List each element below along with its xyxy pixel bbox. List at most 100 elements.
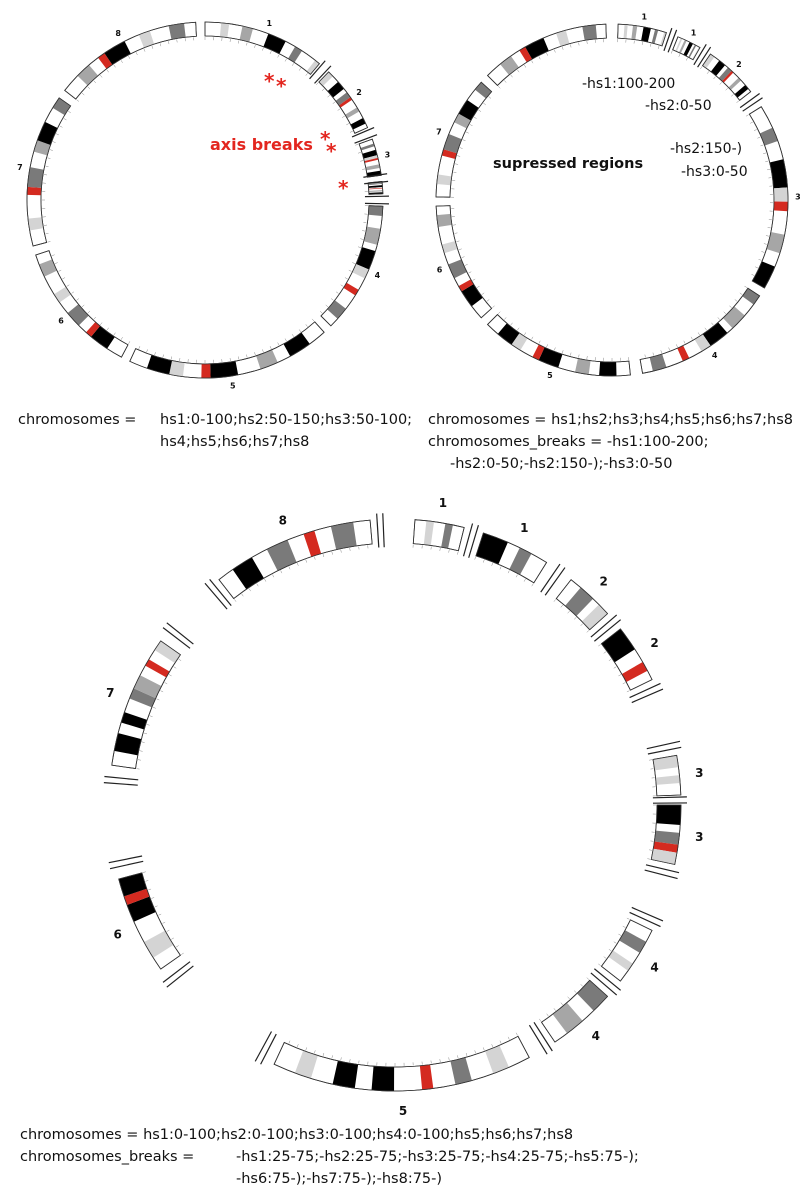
- cytoband: [210, 361, 239, 378]
- scale-tick: [515, 1032, 518, 1036]
- axis-break-mark: [631, 906, 664, 922]
- axis-break-mark: [652, 796, 687, 799]
- cytoband: [694, 334, 711, 352]
- suppressed-region-label: -hs3:0-50: [681, 164, 748, 180]
- scale-tick: [100, 322, 103, 326]
- axis-break-mark: [468, 524, 479, 558]
- cytoband: [363, 226, 381, 245]
- cytoband: [450, 1057, 472, 1085]
- ideogram-segment: 6: [113, 871, 184, 970]
- chromosome-label: 4: [712, 351, 718, 360]
- scale-tick: [146, 349, 148, 353]
- scale-tick: [76, 99, 80, 102]
- chromosome-label: 1: [691, 29, 697, 38]
- cytoband: [509, 547, 532, 575]
- ideogram-border: [111, 640, 181, 769]
- cytoband: [443, 133, 462, 154]
- panel-b-caption-line: chromosomes = hs1;hs2;hs3;hs4;hs5;hs6;hs…: [428, 412, 794, 428]
- scale-tick: [178, 658, 182, 661]
- scale-tick: [256, 583, 259, 587]
- ideogram-segment: 4: [539, 977, 609, 1043]
- scale-tick: [763, 152, 767, 155]
- scale-tick: [758, 258, 762, 261]
- scale-tick: [100, 74, 103, 78]
- panel-b-caption-line: -hs2:0-50;-hs2:150-);-hs3:0-50: [450, 456, 673, 472]
- ideogram-segment: [486, 23, 607, 89]
- axis-break-mark: [739, 93, 760, 109]
- cytoband: [474, 82, 492, 99]
- scale-tick: [284, 338, 287, 342]
- scale-tick: [473, 116, 477, 119]
- cytoband: [294, 1050, 318, 1079]
- scale-tick: [238, 40, 240, 44]
- scale-tick: [344, 277, 348, 280]
- scale-tick: [81, 92, 85, 96]
- break-asterisk: *: [320, 127, 331, 151]
- scale-tick: [683, 340, 686, 344]
- scale-tick: [176, 39, 178, 43]
- scale-tick: [767, 169, 771, 171]
- scale-tick: [546, 344, 548, 348]
- break-asterisk: *: [276, 74, 287, 98]
- scale-tick: [156, 698, 160, 701]
- scale-tick: [330, 298, 334, 301]
- axis-break-mark: [162, 961, 191, 983]
- scale-tick: [152, 706, 156, 709]
- ideogram-segment: 6: [435, 205, 495, 319]
- cytoband: [288, 46, 303, 63]
- scale-tick: [340, 284, 344, 287]
- cytoband: [511, 333, 528, 351]
- scale-tick: [327, 95, 331, 98]
- scale-tick: [560, 604, 563, 608]
- scale-tick: [491, 1044, 494, 1048]
- scale-tick: [71, 291, 75, 294]
- scale-tick: [472, 278, 476, 281]
- scale-tick: [138, 346, 141, 350]
- scale-tick: [76, 298, 80, 301]
- cytoband: [345, 107, 360, 119]
- scale-tick: [93, 316, 97, 320]
- scale-tick: [465, 131, 469, 134]
- cytoband: [335, 92, 351, 106]
- axis-breaks-annotation: axis breaks: [210, 135, 313, 154]
- scale-tick: [538, 340, 541, 344]
- scale-tick: [298, 329, 302, 333]
- scale-tick: [164, 682, 168, 685]
- cytoband: [338, 97, 353, 108]
- scale-tick: [765, 235, 769, 237]
- scale-tick: [457, 551, 459, 555]
- cytoband: [552, 1002, 583, 1034]
- cytoband: [368, 187, 383, 190]
- cytoband: [365, 164, 381, 171]
- chromosome-label: 3: [385, 150, 391, 159]
- cytoband: [146, 355, 173, 375]
- scale-tick: [455, 163, 459, 165]
- scale-tick: [486, 299, 490, 302]
- scale-tick: [331, 551, 333, 555]
- scale-tick: [360, 160, 364, 162]
- chromosome-label: 4: [650, 960, 658, 974]
- scale-tick: [340, 1057, 342, 1061]
- scale-tick: [499, 1040, 502, 1044]
- scale-tick: [706, 71, 710, 74]
- cytoband: [619, 930, 647, 953]
- scale-tick: [723, 311, 727, 315]
- cytoband: [651, 29, 659, 44]
- ideogram-segment: 3: [647, 804, 704, 865]
- cytoband: [114, 733, 142, 756]
- cytoband: [332, 1060, 359, 1089]
- scale-tick: [765, 160, 769, 163]
- scale-tick: [346, 123, 350, 126]
- cytoband: [722, 70, 734, 83]
- axis-break-mark: [109, 860, 144, 870]
- scale-tick: [113, 332, 116, 336]
- cytoband: [104, 41, 131, 65]
- chromosome-label: 4: [592, 1029, 600, 1043]
- scale-tick: [668, 347, 670, 351]
- scale-tick: [465, 1052, 468, 1056]
- scale-tick: [311, 318, 315, 322]
- cytoband: [118, 872, 147, 897]
- scale-tick: [744, 285, 748, 288]
- ideogram-border: [204, 21, 320, 75]
- scale-tick: [578, 354, 580, 358]
